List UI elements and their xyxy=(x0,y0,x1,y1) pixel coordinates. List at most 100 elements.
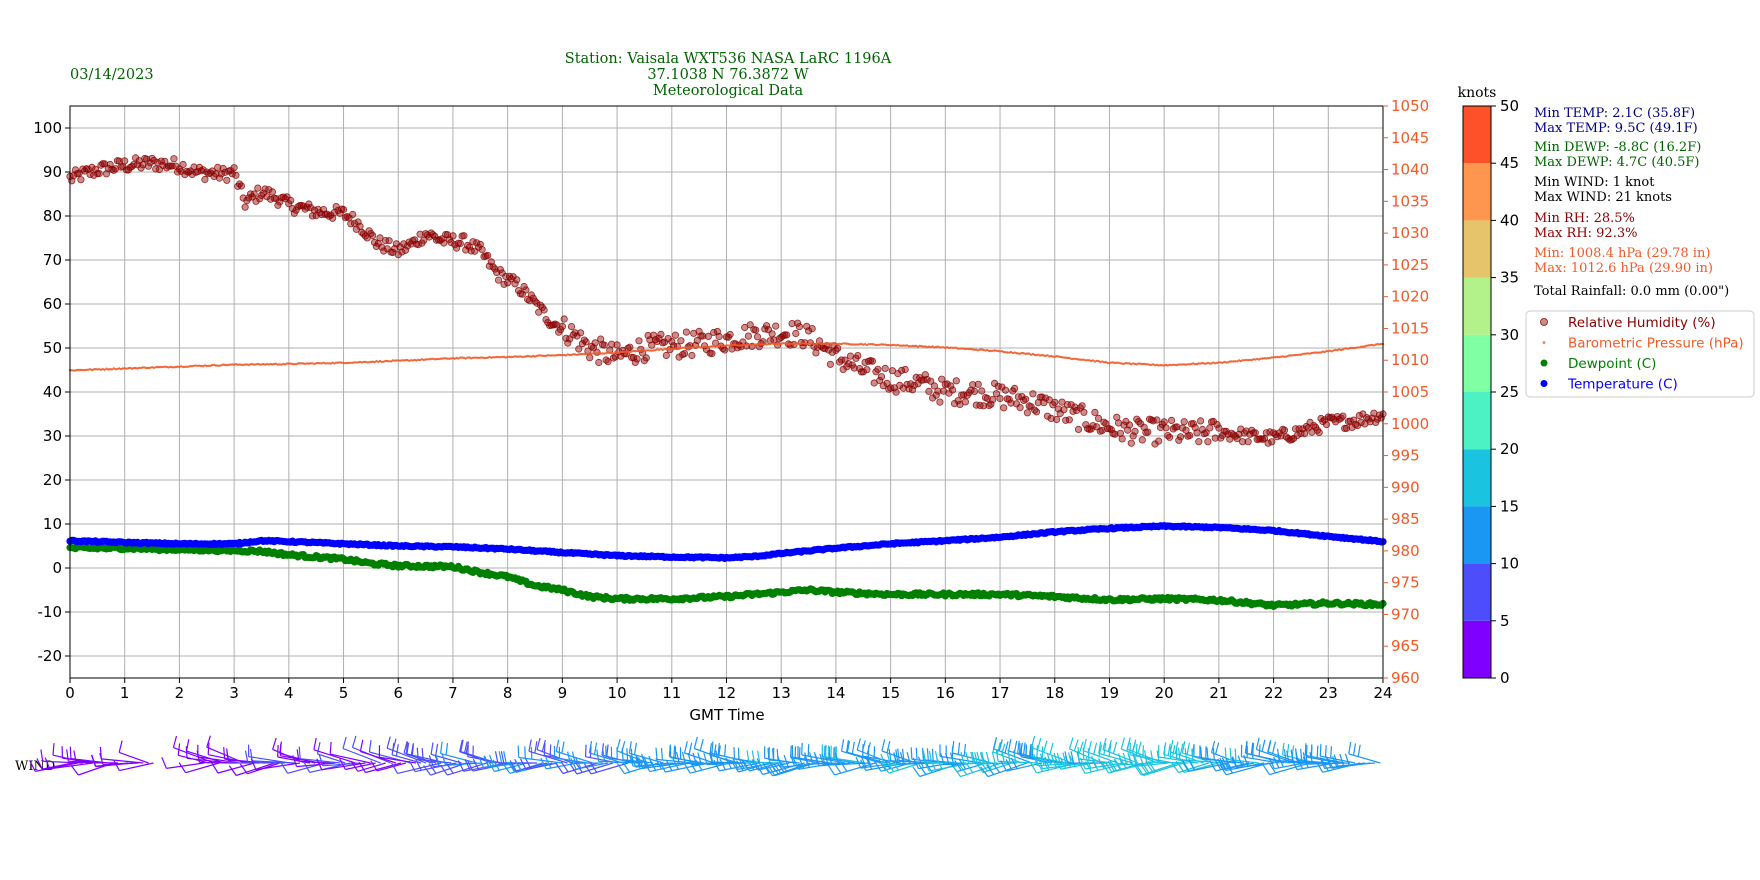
data-point xyxy=(451,241,459,249)
data-point xyxy=(179,160,187,169)
data-point xyxy=(70,369,74,372)
data-point xyxy=(1013,351,1016,354)
data-point xyxy=(92,368,95,371)
data-point xyxy=(470,357,473,360)
data-point xyxy=(176,365,179,368)
data-point xyxy=(1046,354,1049,357)
data-point xyxy=(252,197,260,205)
data-point xyxy=(354,218,362,226)
data-point xyxy=(305,200,313,208)
data-point xyxy=(200,364,203,368)
data-point xyxy=(495,355,498,359)
data-point xyxy=(694,346,697,349)
y-tick-label-right: 1040 xyxy=(1391,161,1429,179)
data-point xyxy=(882,343,885,346)
x-tick-label: 20 xyxy=(1155,684,1174,702)
data-point xyxy=(1020,351,1024,355)
data-point xyxy=(812,342,816,346)
data-point xyxy=(1342,424,1351,432)
y-tick-label-left: 80 xyxy=(43,207,62,225)
data-point xyxy=(1071,357,1075,361)
data-point xyxy=(105,367,108,370)
data-point xyxy=(411,359,414,362)
data-point xyxy=(1039,354,1042,357)
data-point xyxy=(88,368,92,371)
data-point xyxy=(982,348,985,352)
data-point xyxy=(276,363,280,366)
data-point xyxy=(522,355,526,358)
data-point xyxy=(588,352,591,355)
data-point xyxy=(1044,354,1047,358)
data-point xyxy=(540,306,548,314)
data-point xyxy=(276,198,284,206)
data-point xyxy=(630,350,633,353)
data-point xyxy=(832,342,836,345)
data-point xyxy=(254,363,258,366)
y-tick-label-right: 985 xyxy=(1391,510,1420,528)
y-tick-label-right: 1025 xyxy=(1391,256,1429,274)
x-tick-label: 0 xyxy=(65,684,75,702)
data-point xyxy=(867,343,870,346)
data-point xyxy=(1000,350,1004,353)
data-point xyxy=(991,349,994,352)
data-point xyxy=(635,349,639,353)
data-point xyxy=(827,342,830,346)
x-tick-label: 6 xyxy=(393,684,403,702)
data-point xyxy=(822,342,825,346)
data-point xyxy=(635,337,643,345)
data-point xyxy=(315,362,318,365)
data-point xyxy=(157,157,165,165)
data-point xyxy=(834,344,842,352)
data-point xyxy=(1043,412,1052,420)
data-point xyxy=(776,342,779,346)
data-point xyxy=(223,176,231,184)
data-point xyxy=(502,355,506,359)
data-point xyxy=(1366,418,1374,426)
data-point xyxy=(845,360,853,368)
data-point xyxy=(708,345,712,348)
data-point xyxy=(887,343,890,347)
data-point xyxy=(491,356,495,359)
data-point xyxy=(1144,428,1152,436)
data-point xyxy=(603,352,606,355)
data-point xyxy=(1028,352,1031,355)
data-point xyxy=(411,236,419,244)
y-tick-label-left: 60 xyxy=(43,295,62,313)
data-point xyxy=(217,170,225,178)
data-point xyxy=(218,364,221,367)
data-point xyxy=(1350,416,1358,424)
data-point xyxy=(633,355,641,363)
data-point xyxy=(355,361,358,364)
data-point xyxy=(1047,414,1055,422)
data-point xyxy=(386,359,389,363)
data-point xyxy=(478,246,486,254)
data-point xyxy=(1067,401,1075,409)
data-point xyxy=(634,350,637,353)
data-point xyxy=(690,329,698,337)
y-tick-label-right: 1030 xyxy=(1391,224,1429,242)
data-point xyxy=(1293,431,1301,439)
data-point xyxy=(680,349,689,358)
data-point xyxy=(986,348,989,352)
wind-barb xyxy=(467,744,502,764)
data-point xyxy=(610,351,613,355)
data-point xyxy=(703,346,706,349)
data-point xyxy=(744,332,753,340)
data-point xyxy=(333,362,336,365)
data-point xyxy=(932,391,940,399)
data-point xyxy=(954,397,962,405)
y-tick-label-right: 960 xyxy=(1391,669,1420,687)
colorbar-tick-label: 50 xyxy=(1500,97,1519,115)
data-point xyxy=(327,362,331,365)
colorbar-tick-label: 10 xyxy=(1500,555,1519,573)
x-tick-label: 15 xyxy=(881,684,900,702)
data-point xyxy=(787,342,790,345)
data-point xyxy=(893,343,896,347)
data-point xyxy=(466,356,469,359)
data-point xyxy=(665,348,668,351)
data-point xyxy=(384,359,387,363)
data-point xyxy=(794,342,797,345)
data-point xyxy=(464,357,467,360)
data-point xyxy=(222,363,225,366)
data-point xyxy=(814,342,818,346)
